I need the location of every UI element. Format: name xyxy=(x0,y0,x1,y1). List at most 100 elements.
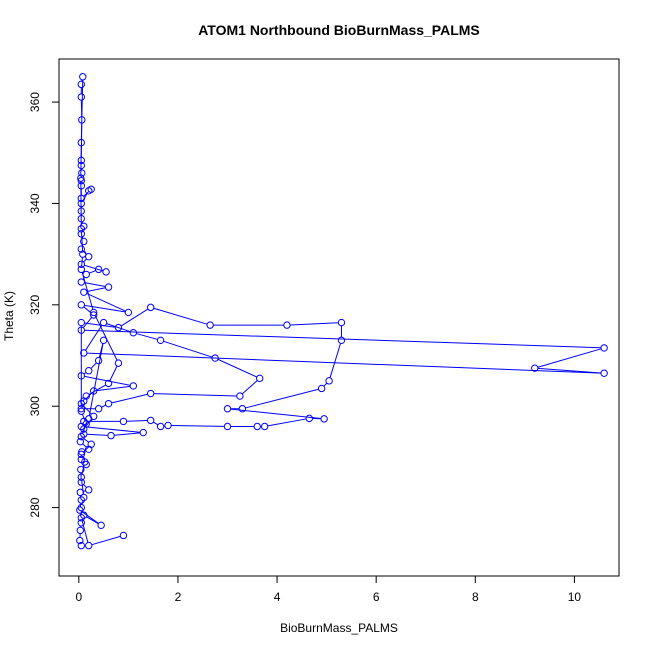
data-point xyxy=(77,432,86,441)
data-point xyxy=(79,73,87,81)
data-point xyxy=(76,526,85,535)
data-point xyxy=(102,268,110,276)
series-segment xyxy=(82,414,86,422)
data-point xyxy=(600,344,608,352)
y-axis: 280 300 320 340 360 xyxy=(28,92,60,518)
series-segment xyxy=(106,323,131,333)
series-segment xyxy=(88,343,104,416)
data-point xyxy=(320,415,328,423)
data-point xyxy=(223,422,232,431)
series-segment xyxy=(329,343,342,378)
data-point xyxy=(76,488,85,497)
series-segment xyxy=(80,79,84,140)
data-point xyxy=(305,414,313,423)
series-segment xyxy=(86,352,601,374)
data-point xyxy=(77,399,86,408)
data-point xyxy=(77,473,86,481)
data-point xyxy=(223,405,232,413)
series-segment xyxy=(90,362,97,369)
series-segment xyxy=(86,433,108,436)
series-segment xyxy=(86,287,106,293)
data-point xyxy=(139,428,147,437)
data-point xyxy=(119,417,128,426)
series-segment xyxy=(537,367,601,374)
series-segment xyxy=(81,272,94,310)
data-point xyxy=(81,458,89,466)
data-point xyxy=(76,536,84,545)
x-tick-label: 8 xyxy=(472,590,479,604)
data-point xyxy=(80,349,88,357)
data-point xyxy=(77,496,86,504)
data-point xyxy=(77,372,86,380)
series-segment xyxy=(153,307,208,325)
series-segment xyxy=(86,293,126,312)
data-point xyxy=(146,389,155,398)
data-point xyxy=(107,431,115,440)
series-segment xyxy=(245,388,319,409)
data-point xyxy=(337,318,346,327)
x-axis-label: BioBurnMass_PALMS xyxy=(280,621,398,635)
series-segment xyxy=(83,258,87,263)
data-point xyxy=(76,437,85,446)
series-segment xyxy=(120,308,149,327)
data-point xyxy=(129,329,138,337)
data-point xyxy=(80,430,88,438)
data-point xyxy=(77,207,86,215)
series-segment xyxy=(84,264,104,272)
data-point xyxy=(238,405,247,413)
x-axis: 0 2 4 6 8 10 xyxy=(75,575,581,604)
data-point xyxy=(77,301,86,309)
series-segment xyxy=(88,384,107,395)
data-point xyxy=(77,214,86,223)
series-segment xyxy=(81,520,89,543)
series-segment xyxy=(323,382,328,387)
data-point xyxy=(77,156,86,165)
series-segment xyxy=(79,503,82,508)
data-point xyxy=(77,161,86,170)
data-point xyxy=(80,288,88,296)
x-tick-label: 4 xyxy=(274,590,281,604)
series-segment xyxy=(101,404,106,408)
series-segment xyxy=(83,438,89,443)
data-point xyxy=(77,326,86,334)
series-segment xyxy=(241,380,258,395)
data-point xyxy=(80,222,88,230)
data-point xyxy=(325,377,333,385)
data-point xyxy=(156,422,165,431)
data-point xyxy=(124,308,133,317)
series-segment xyxy=(82,511,99,524)
data-point xyxy=(85,252,93,261)
series-segment xyxy=(537,348,602,368)
series-segment xyxy=(91,535,121,546)
data-point xyxy=(146,416,155,425)
series-segment xyxy=(267,418,307,427)
data-point xyxy=(77,318,86,327)
series-segment xyxy=(98,343,104,358)
y-tick-label: 320 xyxy=(28,294,42,314)
data-point xyxy=(77,407,86,415)
data-point xyxy=(104,399,113,408)
series-segment xyxy=(82,317,93,329)
data-point xyxy=(77,278,86,286)
data-point xyxy=(77,450,86,459)
series-segment xyxy=(83,484,87,488)
data-point xyxy=(77,194,86,203)
data-point xyxy=(82,270,90,279)
data-point xyxy=(77,225,86,233)
series-segment xyxy=(89,270,96,274)
x-tick-label: 2 xyxy=(175,590,182,604)
data-point xyxy=(77,514,86,522)
data-point xyxy=(119,531,128,540)
data-point xyxy=(85,486,93,494)
data-point xyxy=(77,176,86,185)
y-tick-label: 340 xyxy=(28,193,42,213)
series-segment xyxy=(111,393,148,404)
series-segment xyxy=(82,443,87,448)
data-point xyxy=(80,397,88,405)
series-segment xyxy=(163,340,213,358)
data-point xyxy=(85,541,93,550)
data-point xyxy=(77,138,86,147)
series-segment xyxy=(85,324,103,351)
